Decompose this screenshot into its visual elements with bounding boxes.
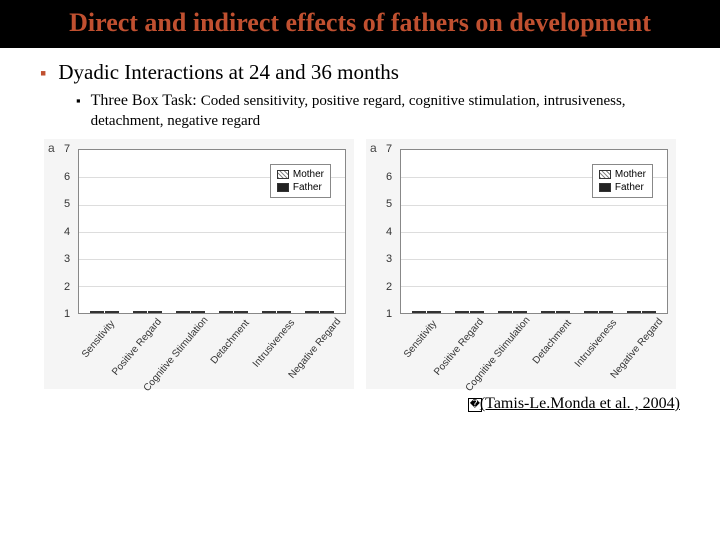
plot-area: MotherFather (400, 149, 668, 314)
y-tick: 2 (64, 281, 70, 293)
charts-row: a MotherFather1234567SensitivityPositive… (40, 139, 680, 389)
bar-group (627, 311, 656, 313)
bar-father (105, 311, 119, 313)
y-tick: 7 (64, 143, 70, 155)
y-tick: 4 (386, 226, 392, 238)
y-tick: 7 (386, 143, 392, 155)
citation-text: (Tamis-Le.Monda et al. , 2004) (480, 395, 680, 412)
bar-father (427, 311, 441, 313)
bar-group (498, 311, 527, 313)
chart-left: a MotherFather 1 2 3 4 5 6 7 SensitivityPositive… (44, 139, 354, 389)
y-tick: 1 (386, 308, 392, 320)
bar-father (556, 311, 570, 313)
bar-mother (133, 311, 147, 313)
bullet-text: Dyadic Interactions at 24 and 36 months (58, 60, 399, 85)
bar-father (642, 311, 656, 313)
sub-bullet-lead: Three Box Task: (91, 92, 201, 109)
legend-label-mother: Mother (615, 168, 646, 181)
legend-swatch-mother (599, 170, 611, 179)
legend-label-father: Father (615, 181, 644, 194)
y-tick: 2 (386, 281, 392, 293)
bar-father (513, 311, 527, 313)
bar-father (234, 311, 248, 313)
bar-group (262, 311, 291, 313)
legend-swatch-father (277, 183, 289, 192)
bar-father (148, 311, 162, 313)
y-tick: 4 (64, 226, 70, 238)
bar-mother (262, 311, 276, 313)
sub-bullet-mark-icon: ▪ (76, 93, 81, 108)
y-tick: 1 (64, 308, 70, 320)
legend: MotherFather (270, 164, 331, 198)
bar-mother (455, 311, 469, 313)
bar-mother (541, 311, 555, 313)
content-area: ▪ Dyadic Interactions at 24 and 36 month… (0, 48, 720, 389)
bar-mother (305, 311, 319, 313)
bar-father (320, 311, 334, 313)
y-tick: 5 (386, 198, 392, 210)
sub-bullet-text: Three Box Task: Coded sensitivity, posit… (91, 91, 680, 131)
legend: MotherFather (592, 164, 653, 198)
bar-father (470, 311, 484, 313)
bullet-mark-icon: ▪ (40, 63, 46, 84)
panel-label-left: a (48, 141, 55, 155)
sub-bullet: ▪ Three Box Task: Coded sensitivity, pos… (76, 91, 680, 131)
bar-mother (584, 311, 598, 313)
legend-label-father: Father (293, 181, 322, 194)
citation: �(Tamis-Le.Monda et al. , 2004) (0, 389, 720, 413)
bar-mother (176, 311, 190, 313)
bar-group (584, 311, 613, 313)
y-tick: 6 (386, 171, 392, 183)
legend-row-father: Father (277, 181, 324, 194)
y-tick: 5 (64, 198, 70, 210)
legend-row-mother: Mother (599, 168, 646, 181)
legend-row-mother: Mother (277, 168, 324, 181)
bar-father (277, 311, 291, 313)
legend-label-mother: Mother (293, 168, 324, 181)
bar-mother (219, 311, 233, 313)
legend-row-father: Father (599, 181, 646, 194)
plot-area: MotherFather (78, 149, 346, 314)
x-labels: SensitivityPositive RegardCognitive Stim… (400, 314, 668, 389)
slide-title: Direct and indirect effects of fathers o… (0, 0, 720, 48)
y-tick: 3 (386, 253, 392, 265)
bar-mother (627, 311, 641, 313)
bar-father (191, 311, 205, 313)
legend-swatch-father (599, 183, 611, 192)
chart-right: a MotherFather 1 2 3 4 5 6 7 SensitivityPositive… (366, 139, 676, 389)
bar-mother (498, 311, 512, 313)
bar-group (90, 311, 119, 313)
bar-group (412, 311, 441, 313)
main-bullet: ▪ Dyadic Interactions at 24 and 36 month… (40, 60, 680, 85)
bar-group (541, 311, 570, 313)
bar-group (176, 311, 205, 313)
bar-mother (412, 311, 426, 313)
x-labels: SensitivityPositive RegardCognitive Stim… (78, 314, 346, 389)
y-tick: 6 (64, 171, 70, 183)
bar-father (599, 311, 613, 313)
bar-group (133, 311, 162, 313)
legend-swatch-mother (277, 170, 289, 179)
bar-group (305, 311, 334, 313)
bar-group (219, 311, 248, 313)
x-label: Negative Regard (652, 322, 709, 370)
bar-mother (90, 311, 104, 313)
panel-label-right: a (370, 141, 377, 155)
y-tick: 3 (64, 253, 70, 265)
bar-group (455, 311, 484, 313)
